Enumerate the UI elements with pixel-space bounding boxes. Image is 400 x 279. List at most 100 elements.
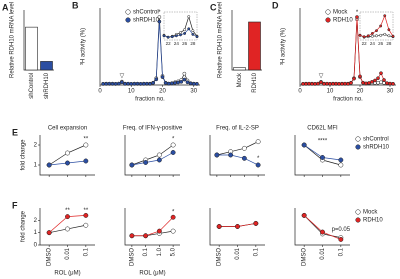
marker (241, 145, 247, 151)
marker (187, 15, 191, 19)
marker (355, 15, 359, 19)
marker (364, 81, 368, 86)
marker (170, 142, 176, 148)
marker (157, 15, 162, 19)
x-tick-label: 0.01 (65, 247, 71, 259)
legend-marker (125, 9, 131, 15)
marker (361, 80, 365, 85)
cat-g: DMSO (47, 248, 53, 266)
marker (382, 78, 386, 82)
inset-tick-label: 22 (362, 41, 368, 46)
axis (39, 135, 95, 176)
y-label-g: fold change (21, 139, 27, 171)
marker (104, 82, 109, 86)
marker (358, 33, 362, 37)
marker (366, 34, 370, 38)
marker (183, 28, 187, 32)
marker (387, 28, 391, 32)
marker (235, 224, 240, 229)
legend-label: Mock (363, 210, 378, 216)
cat-g: RDH10 (252, 72, 258, 92)
legend-marker (355, 209, 361, 215)
legend-label: Mock (333, 10, 348, 16)
marker (138, 82, 143, 86)
annotation: ▽ (319, 74, 324, 80)
marker (310, 82, 314, 86)
x-tick-label: Mock (237, 72, 243, 87)
marker (170, 214, 176, 220)
marker (379, 24, 383, 28)
annotation: ** (83, 208, 88, 214)
marker (387, 34, 391, 38)
marker (388, 81, 392, 86)
marker (304, 82, 308, 86)
y-tick-label: 2 (34, 218, 38, 224)
bar (25, 26, 38, 71)
marker (170, 150, 176, 155)
legend-label: shRDH10 (133, 18, 160, 24)
annotation: **** (318, 139, 328, 145)
marker (338, 162, 344, 168)
marker (170, 81, 174, 86)
x-tick-label: DMSO (217, 248, 223, 266)
axis (124, 135, 180, 176)
inset-tick-label: 26 (182, 41, 188, 46)
marker (191, 29, 195, 33)
marker (182, 71, 187, 76)
x-tick-label: 1.0 (157, 247, 163, 256)
marker (191, 82, 196, 86)
x-tick-label: 10 (327, 89, 334, 95)
annotation: * (158, 10, 161, 16)
marker (334, 81, 338, 86)
y-label-g: Relative RDH10 mRNA level (218, 2, 224, 78)
series-line (131, 217, 174, 237)
marker (370, 79, 374, 84)
annotation: * (172, 209, 175, 215)
marker (179, 31, 182, 34)
marker (65, 160, 70, 166)
marker (166, 35, 170, 39)
bar (233, 67, 246, 71)
cat-g: 0.1 (83, 247, 89, 256)
marker (46, 230, 52, 236)
inset-tick-label: 22 (166, 41, 172, 46)
marker (301, 82, 305, 86)
marker (166, 81, 171, 86)
marker (352, 76, 356, 81)
marker (253, 220, 259, 226)
x-tick-label: RDH10 (252, 72, 258, 92)
marker (301, 142, 307, 148)
y-axis-label: fold change (21, 139, 27, 171)
y-tick-label: 2 (34, 143, 38, 149)
marker (328, 82, 332, 86)
axis (209, 208, 265, 246)
marker (179, 79, 184, 84)
marker (123, 82, 127, 86)
y-axis-label: Relative RDH10 mRNA level (218, 2, 224, 78)
cat-g: DMSO (129, 248, 135, 266)
y-axis-label: ³H activity (%) (281, 28, 287, 65)
x-tick-label: DMSO (47, 248, 53, 266)
x-tick-label: 30 (190, 89, 197, 95)
x-tick-label: DMSO (302, 248, 308, 266)
y-tick-label: 1 (34, 230, 38, 236)
marker (383, 32, 387, 36)
x-tick-label: 20 (357, 89, 364, 95)
marker (191, 32, 195, 36)
axis (209, 135, 265, 176)
marker (162, 34, 166, 38)
marker (370, 34, 374, 38)
marker (195, 82, 199, 86)
marker (391, 34, 395, 38)
marker (156, 228, 162, 234)
marker (307, 81, 311, 86)
annotation: ▽ (120, 74, 125, 80)
marker (120, 80, 124, 85)
cat-g: 0.01 (320, 247, 326, 259)
marker (319, 80, 323, 85)
marker (362, 35, 366, 39)
cat-g: 0.01 (65, 247, 71, 259)
panel-label: C (210, 2, 217, 12)
marker (385, 81, 389, 86)
marker (182, 77, 187, 82)
